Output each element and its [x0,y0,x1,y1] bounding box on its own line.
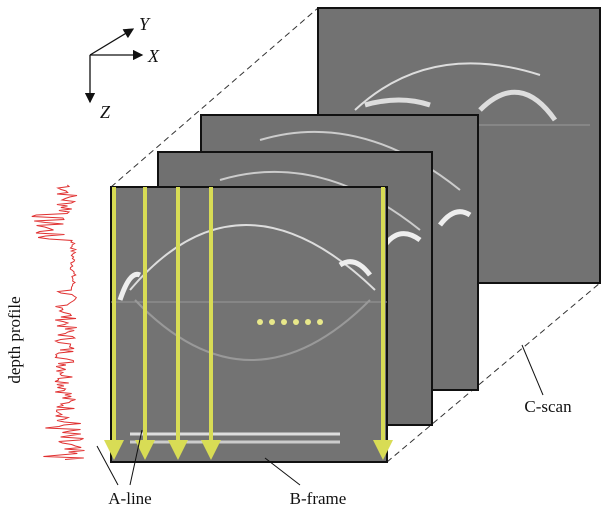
a-line-label: A-line [108,489,151,508]
z-axis-label: Z [100,102,111,122]
axis-triad [90,29,142,102]
y-axis-label: Y [139,14,151,34]
depth-profile-curve [32,185,85,460]
b-frame-front [111,187,387,462]
x-axis-label: X [147,46,160,66]
oct-diagram: Y X Z [0,0,603,512]
b-frame-label: B-frame [290,489,347,508]
depth-profile-label: depth profile [5,296,24,383]
c-scan-label: C-scan [524,397,572,416]
